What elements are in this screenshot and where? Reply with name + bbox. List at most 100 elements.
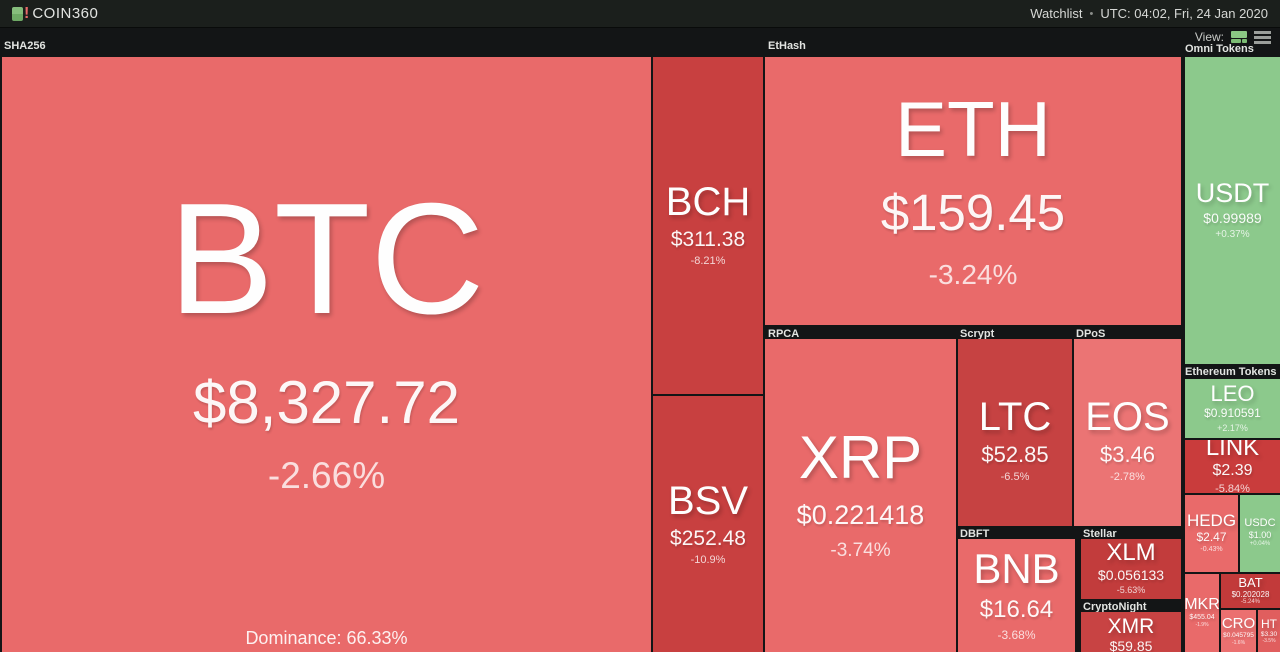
coin-symbol: EOS — [1085, 395, 1170, 439]
tile-btc[interactable]: BTC $8,327.72 -2.66% Dominance: 66.33% — [2, 57, 651, 652]
coin-change: +2.17% — [1217, 422, 1248, 433]
coin-price: $16.64 — [979, 596, 1054, 624]
topbar-right: Watchlist • UTC: 04:02, Fri, 24 Jan 2020 — [1030, 6, 1268, 21]
coin-symbol: BCH — [665, 180, 751, 225]
coin-price: $59.85 — [1109, 638, 1153, 652]
tile-eos[interactable]: EOS $3.46 -2.78% — [1074, 339, 1181, 526]
coin-price: $0.221418 — [796, 500, 925, 531]
coin-price: $8,327.72 — [193, 368, 460, 436]
coin-dominance: Dominance: 66.33% — [245, 628, 408, 648]
coin-change: -3.68% — [997, 627, 1036, 642]
coin-symbol: USDC — [1244, 517, 1276, 530]
coin-price: $455.04 — [1189, 614, 1215, 622]
utc-datetime: UTC: 04:02, Fri, 24 Jan 2020 — [1100, 6, 1268, 21]
coin-symbol: BAT — [1238, 574, 1263, 590]
coin-symbol: LTC — [978, 395, 1052, 439]
coin-symbol: LINK — [1205, 440, 1260, 462]
treemap-view-icon[interactable] — [1231, 31, 1247, 43]
tile-xlm[interactable]: XLM $0.056133 -5.63% — [1081, 539, 1181, 599]
logo-text: COIN360 — [32, 5, 99, 22]
treemap: SHA256 EtHash Omni Tokens RPCA Scrypt DPoS DBF… — [0, 29, 1280, 652]
tile-bsv[interactable]: BSV $252.48 -10.9% — [653, 396, 763, 652]
coin-price: $311.38 — [670, 228, 746, 252]
section-header-rpca: RPCA — [768, 328, 800, 340]
coin-change: -6.5% — [1000, 471, 1030, 484]
coin-price: $2.39 — [1212, 462, 1253, 480]
coin-price: $0.99989 — [1203, 209, 1262, 226]
coin-change: +0.04% — [1249, 541, 1271, 548]
tile-link[interactable]: LINK $2.39 -5.84% — [1185, 440, 1280, 493]
tile-leo[interactable]: LEO $0.910591 +2.17% — [1185, 379, 1280, 438]
coin-change: -3.74% — [830, 540, 891, 562]
coin-symbol: BTC — [168, 170, 485, 347]
coin-price: $159.45 — [880, 184, 1066, 242]
tile-xrp[interactable]: XRP $0.221418 -3.74% — [765, 339, 956, 652]
tile-bat[interactable]: BAT $0.202028 -5.24% — [1221, 574, 1280, 608]
topbar: ! COIN360 Watchlist • UTC: 04:02, Fri, 24… — [0, 0, 1280, 28]
coin360-logo-icon — [12, 6, 23, 21]
coin-change: -2.78% — [1110, 471, 1145, 484]
section-header-stellar: Stellar — [1083, 528, 1117, 540]
coin-change: -1.9% — [1195, 622, 1209, 629]
coin-change: -2.66% — [267, 454, 386, 496]
section-header-dpos: DPoS — [1076, 328, 1106, 340]
coin-change: -10.9% — [690, 553, 726, 566]
coin-symbol: CRO — [1221, 615, 1256, 633]
section-header-cryptonight: CryptoNight — [1083, 601, 1147, 613]
coin-change: -0.43% — [1200, 546, 1223, 554]
coin-symbol: BNB — [973, 545, 1060, 593]
coin-price: $2.47 — [1196, 530, 1227, 545]
coin-price: $1.00 — [1248, 530, 1272, 541]
coin-change: -5.63% — [1116, 585, 1146, 596]
section-header-ethash: EtHash — [768, 40, 806, 52]
coin-price: $0.910591 — [1204, 405, 1261, 420]
view-label: View: — [1194, 30, 1224, 44]
list-view-icon[interactable] — [1254, 30, 1271, 44]
coin-symbol: HEDG — [1186, 511, 1237, 531]
section-header-sha256: SHA256 — [4, 40, 46, 52]
coin-change: +0.37% — [1215, 228, 1250, 240]
section-header-dbft: DBFT — [960, 528, 990, 540]
coin-symbol: XMR — [1107, 615, 1155, 638]
coin360-logo-exclamation: ! — [24, 4, 30, 22]
coin-change: -5.24% — [1240, 598, 1260, 605]
coin-symbol: XLM — [1106, 539, 1156, 567]
coin-change: -5.84% — [1215, 482, 1250, 493]
section-header-omni-tokens: Omni Tokens — [1185, 43, 1254, 55]
coin-price: $0.202028 — [1231, 589, 1270, 599]
separator-dot: • — [1089, 7, 1094, 20]
tile-bnb[interactable]: BNB $16.64 -3.68% — [958, 539, 1075, 652]
coin-symbol: ETH — [895, 85, 1051, 174]
coin-price: $0.045795 — [1223, 632, 1254, 640]
tile-ltc[interactable]: LTC $52.85 -6.5% — [958, 339, 1072, 526]
coin-change: -1.6% — [1231, 639, 1246, 646]
coin-change: -3.5% — [1262, 638, 1276, 645]
tile-mkr[interactable]: MKR $455.04 -1.9% — [1185, 574, 1219, 652]
coin-symbol: MKR — [1185, 596, 1219, 614]
tile-usdt[interactable]: USDT $0.99989 +0.37% — [1185, 57, 1280, 364]
tile-bch[interactable]: BCH $311.38 -8.21% — [653, 57, 763, 394]
view-switcher: View: — [1195, 30, 1271, 44]
tile-eth[interactable]: ETH $159.45 -3.24% — [765, 57, 1181, 325]
tile-cro[interactable]: CRO $0.045795 -1.6% — [1221, 610, 1256, 652]
tile-xmr[interactable]: XMR $59.85 — [1081, 612, 1181, 652]
coin360-logo[interactable]: ! COIN360 — [12, 5, 98, 22]
coin-symbol: XRP — [798, 424, 923, 492]
tile-usdc[interactable]: USDC $1.00 +0.04% — [1240, 495, 1280, 572]
tile-ht[interactable]: HT $3.30 -3.5% — [1258, 610, 1280, 652]
coin-symbol: USDT — [1195, 177, 1270, 208]
coin-symbol: HT — [1261, 616, 1277, 631]
tile-hedg[interactable]: HEDG $2.47 -0.43% — [1185, 495, 1238, 572]
watchlist-link[interactable]: Watchlist — [1030, 6, 1083, 21]
coin-change: -3.24% — [928, 258, 1018, 290]
coin-price: $0.056133 — [1097, 567, 1165, 584]
coin-symbol: LEO — [1210, 380, 1255, 406]
coin-change: -8.21% — [690, 255, 726, 268]
coin-price: $252.48 — [670, 526, 746, 550]
coin-price: $52.85 — [981, 442, 1049, 467]
coin-price: $3.30 — [1260, 630, 1278, 638]
coin-symbol: BSV — [667, 478, 749, 523]
section-header-scrypt: Scrypt — [960, 328, 995, 340]
coin-price: $3.46 — [1099, 442, 1156, 467]
